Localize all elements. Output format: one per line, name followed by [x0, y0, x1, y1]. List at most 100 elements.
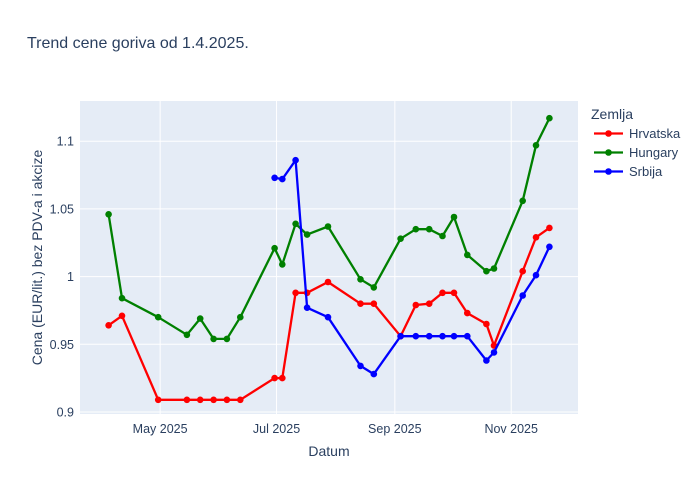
data-point-hungary[interactable]: [223, 335, 231, 343]
data-point-hungary[interactable]: [397, 235, 404, 242]
data-point-hungary[interactable]: [210, 335, 217, 343]
legend-swatch-marker-srbija: [605, 168, 612, 175]
legend-swatch-marker-hungary: [605, 149, 612, 156]
series-hrvatska[interactable]: [105, 224, 553, 404]
data-point-hrvatska[interactable]: [196, 396, 204, 404]
data-point-srbija[interactable]: [397, 332, 404, 340]
data-point-srbija[interactable]: [439, 332, 446, 340]
data-point-hrvatska[interactable]: [271, 374, 278, 382]
data-point-hrvatska[interactable]: [223, 396, 231, 404]
plot-area[interactable]: [80, 101, 578, 414]
data-point-srbija[interactable]: [483, 357, 490, 364]
data-point-hrvatska[interactable]: [357, 300, 364, 308]
data-point-hungary[interactable]: [292, 220, 299, 228]
y-tick-label-0-9: 0.9: [57, 405, 74, 419]
legend-item-label-hungary: Hungary: [629, 145, 679, 160]
data-point-hrvatska[interactable]: [324, 278, 332, 286]
data-point-hrvatska[interactable]: [519, 267, 526, 275]
gridlines: [80, 101, 578, 414]
legend-item-label-hrvatska: Hrvatska: [629, 126, 681, 141]
data-point-srbija[interactable]: [464, 332, 471, 340]
y-tick-label-1-05: 1.05: [50, 202, 74, 216]
data-point-hungary[interactable]: [303, 231, 311, 238]
legend-swatch-marker-hrvatska: [605, 130, 612, 137]
data-point-srbija[interactable]: [324, 313, 332, 321]
series-line-srbija: [274, 159, 551, 376]
data-point-hungary[interactable]: [154, 313, 162, 321]
series-srbija[interactable]: [271, 156, 553, 378]
data-point-hungary[interactable]: [357, 276, 364, 283]
data-point-hungary[interactable]: [271, 244, 278, 252]
data-point-hungary[interactable]: [118, 294, 126, 302]
page-title: Trend cene goriva od 1.4.2025.: [27, 35, 249, 52]
y-tick-label-1-1: 1.1: [57, 135, 74, 149]
data-point-hungary[interactable]: [412, 225, 420, 233]
data-point-hungary[interactable]: [237, 313, 244, 321]
data-point-hrvatska[interactable]: [464, 309, 471, 317]
data-point-hungary[interactable]: [450, 213, 458, 221]
legend: Zemlja Hrvatska Hungary Srbija: [591, 106, 681, 179]
series-line-hungary: [107, 117, 551, 341]
data-point-hrvatska[interactable]: [237, 396, 244, 404]
x-tick-label-sep: Sep 2025: [368, 422, 422, 436]
data-point-srbija[interactable]: [279, 175, 286, 183]
y-axis-title: Cena (EUR/lit.) bez PDV-a i akcize: [29, 150, 45, 366]
data-point-srbija[interactable]: [292, 156, 299, 164]
x-tick-label-may: May 2025: [133, 422, 188, 436]
data-point-hrvatska[interactable]: [532, 234, 540, 241]
data-point-hungary[interactable]: [439, 232, 446, 240]
data-point-hrvatska[interactable]: [292, 289, 299, 297]
data-point-hrvatska[interactable]: [483, 320, 490, 328]
data-point-hungary[interactable]: [483, 267, 490, 275]
data-point-srbija[interactable]: [546, 243, 553, 251]
data-point-hrvatska[interactable]: [546, 224, 553, 232]
series-hungary[interactable]: [105, 114, 553, 343]
data-point-srbija[interactable]: [303, 304, 311, 312]
data-point-hungary[interactable]: [464, 251, 471, 259]
data-point-srbija[interactable]: [519, 292, 526, 299]
data-point-hungary[interactable]: [105, 211, 112, 218]
legend-title: Zemlja: [591, 106, 633, 122]
data-point-hrvatska[interactable]: [210, 396, 217, 404]
data-point-hrvatska[interactable]: [439, 289, 446, 297]
data-point-hungary[interactable]: [546, 114, 553, 122]
data-point-hrvatska[interactable]: [370, 300, 378, 308]
data-point-hrvatska[interactable]: [412, 301, 420, 309]
x-tick-label-nov: Nov 2025: [484, 422, 538, 436]
data-point-srbija[interactable]: [271, 174, 278, 182]
x-tick-label-jul: Jul 2025: [253, 422, 300, 436]
legend-item-label-srbija: Srbija: [629, 164, 663, 179]
data-point-hungary[interactable]: [425, 225, 433, 233]
data-point-srbija[interactable]: [412, 332, 420, 340]
y-tick-label-0-95: 0.95: [50, 338, 74, 352]
data-point-hungary[interactable]: [196, 315, 204, 322]
data-point-hrvatska[interactable]: [118, 312, 126, 320]
data-point-hungary[interactable]: [183, 331, 191, 339]
data-point-hrvatska[interactable]: [425, 300, 433, 308]
data-point-srbija[interactable]: [450, 332, 458, 340]
x-axis-title: Datum: [308, 443, 349, 459]
legend-item-hrvatska[interactable]: Hrvatska: [594, 126, 681, 141]
data-point-hungary[interactable]: [279, 261, 286, 268]
legend-item-hungary[interactable]: Hungary: [594, 145, 679, 160]
series-layer: [105, 114, 553, 404]
data-point-hrvatska[interactable]: [450, 289, 458, 297]
data-point-srbija[interactable]: [370, 370, 378, 378]
data-point-hrvatska[interactable]: [183, 396, 191, 404]
y-tick-label-1: 1: [67, 270, 74, 284]
data-point-hungary[interactable]: [519, 197, 526, 205]
data-point-hungary[interactable]: [324, 223, 332, 230]
data-point-srbija[interactable]: [425, 332, 433, 340]
data-point-hungary[interactable]: [490, 265, 498, 272]
data-point-hungary[interactable]: [370, 284, 378, 291]
data-point-srbija[interactable]: [532, 271, 540, 279]
data-point-hrvatska[interactable]: [154, 396, 162, 404]
data-point-hrvatska[interactable]: [105, 322, 112, 329]
data-point-hungary[interactable]: [532, 142, 540, 149]
data-point-srbija[interactable]: [357, 362, 364, 370]
legend-item-srbija[interactable]: Srbija: [594, 164, 663, 179]
data-point-srbija[interactable]: [490, 349, 498, 356]
data-point-hrvatska[interactable]: [279, 374, 286, 382]
